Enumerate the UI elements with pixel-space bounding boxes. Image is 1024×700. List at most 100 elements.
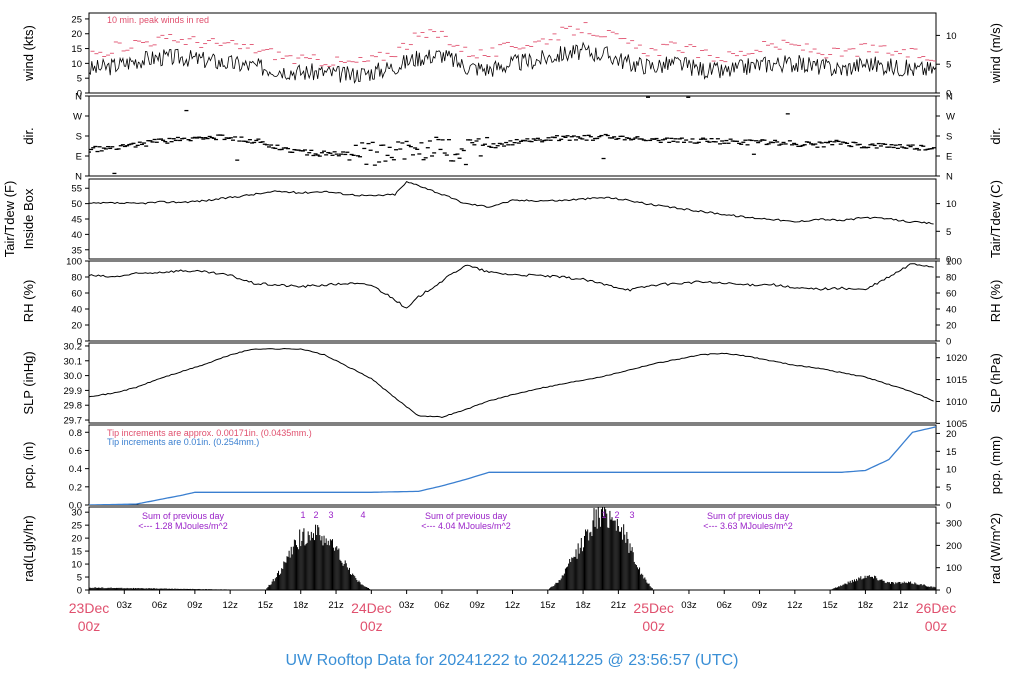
time-tick-label: 18z	[293, 600, 309, 611]
date-label: 26Dec	[916, 600, 956, 616]
left-axis-label: dir.	[21, 127, 36, 144]
left-tick-label: 0.8	[69, 428, 82, 439]
right-tick-label: 20	[946, 429, 957, 440]
left-tick-label: 15	[71, 44, 82, 55]
left-tick-label: N	[75, 92, 82, 103]
time-tick-label: 15z	[822, 600, 838, 611]
time-tick-label: 06z	[152, 600, 168, 611]
left-tick-label: 45	[71, 215, 82, 226]
plot-area	[89, 347, 934, 419]
rad-hour-marker: 3	[629, 510, 634, 520]
right-axis-label: pcp. (mm)	[988, 436, 1003, 495]
time-tick-label: 18z	[575, 600, 591, 611]
left-tick-label: 0	[77, 89, 82, 100]
series-relative_humidity	[89, 263, 934, 309]
series-pressure	[89, 347, 934, 419]
rad-sum-label: Sum of previous day	[425, 511, 508, 521]
figure-title: UW Rooftop Data for 20241222 to 20241225…	[286, 652, 739, 669]
date-hour-label: 00z	[925, 618, 948, 634]
right-tick-label: 0	[946, 89, 951, 100]
panel-pressure: 29.7 29.8 29.9 30.0 30.1 30.2 1005 1010 1015 1020…	[21, 341, 1003, 429]
left-tick-label: 25	[71, 14, 82, 25]
left-tick-label: N	[75, 172, 82, 183]
left-tick-label: 80	[71, 273, 82, 284]
right-tick-label: N	[946, 92, 953, 103]
left-tick-label: S	[76, 132, 82, 143]
rad-sum-label: Sum of previous day	[707, 511, 790, 521]
panel-frame	[88, 260, 937, 342]
plot-area	[89, 426, 936, 505]
date-hour-label: 00z	[78, 618, 101, 634]
rad-sum-value: <--- 3.63 MJoules/m^2	[703, 521, 793, 531]
panel-frame	[88, 95, 937, 177]
time-tick-label: 06z	[717, 600, 733, 611]
date-label: 23Dec	[69, 600, 109, 616]
right-tick-label: N	[946, 172, 953, 183]
left-tick-label: 35	[71, 245, 82, 256]
time-tick-label: 21z	[893, 600, 909, 611]
panel-frame	[88, 178, 937, 260]
left-tick-label: 25	[71, 521, 82, 532]
left-axis-label: SLP (inHg)	[21, 351, 36, 414]
panel-frame	[88, 12, 937, 94]
left-tick-label: 10	[71, 59, 82, 70]
right-tick-label: 0	[946, 501, 951, 512]
right-axis-label: RH (%)	[988, 280, 1003, 323]
panel-precipitation: 0.0 0.2 0.4 0.6 0.8 0 5 10 15 20 pcp. (in) pcp. (mm…	[21, 424, 1003, 512]
right-tick-label: 10	[946, 199, 957, 210]
left-tick-label: 50	[71, 199, 82, 210]
right-tick-label: 0	[946, 255, 951, 266]
rad-hour-marker: 1	[300, 510, 305, 520]
right-tick-label: 80	[946, 273, 957, 284]
left-tick-label: 0.0	[69, 501, 82, 512]
left-tick-label: 0.6	[69, 446, 82, 457]
time-tick-label: 09z	[470, 600, 486, 611]
time-tick-label: 09z	[187, 600, 203, 611]
time-tick-label: 03z	[399, 600, 415, 611]
plot-area	[89, 22, 936, 84]
rad-hour-marker: 2	[614, 510, 619, 520]
time-tick-label: 18z	[858, 600, 874, 611]
time-axis: 03z 06z 09z 12z 15z 18z 21z 03z 06z 09z 12z 15z 18z 2…	[69, 590, 956, 634]
time-tick-label: 15z	[258, 600, 274, 611]
rad-hour-marker: 2	[313, 510, 318, 520]
left-tick-label: 5	[77, 74, 82, 85]
left-axis-label: wind (kts)	[21, 25, 36, 82]
time-tick-label: 03z	[681, 600, 697, 611]
precip-note-1: Tip increments are approx. 0.00171in. (0…	[107, 428, 312, 438]
left-tick-label: 29.7	[64, 416, 83, 427]
right-tick-label: 0	[946, 586, 951, 597]
time-tick-label: 03z	[117, 600, 133, 611]
left-tick-label: E	[76, 152, 82, 163]
right-tick-label: 1020	[946, 353, 967, 364]
left-tick-label: 0	[77, 586, 82, 597]
right-axis-label: dir.	[988, 127, 1003, 144]
plot-area	[89, 263, 934, 309]
left-tick-label: 29.8	[64, 401, 83, 412]
right-tick-label: 40	[946, 305, 957, 316]
right-axis-label: SLP (hPa)	[988, 353, 1003, 413]
left-tick-label: 55	[71, 184, 82, 195]
peak-wind-note: 10 min. peak winds in red	[107, 15, 209, 25]
right-tick-label: 5	[946, 60, 951, 71]
time-tick-label: 06z	[434, 600, 450, 611]
date-label: 25Dec	[633, 600, 673, 616]
left-tick-label: 29.9	[64, 386, 83, 397]
series-precipitation	[89, 426, 936, 505]
panel-frame	[88, 342, 937, 424]
panel-temperature: 35 40 45 50 55 0 5 10 Tair/Tdew (F) Inside Box Tai…	[2, 178, 1003, 266]
left-tick-label: 30.0	[64, 371, 83, 382]
left-tick-label: 15	[71, 547, 82, 558]
right-tick-label: 100	[946, 257, 962, 268]
right-tick-label: 300	[946, 519, 962, 530]
right-tick-label: 100	[946, 563, 962, 574]
right-tick-label: 0	[946, 337, 951, 348]
left-tick-label: 40	[71, 230, 82, 241]
left-tick-label: 0.2	[69, 482, 82, 493]
left-tick-label: 60	[71, 289, 82, 300]
time-tick-label: 12z	[223, 600, 239, 611]
time-tick-label: 09z	[752, 600, 768, 611]
